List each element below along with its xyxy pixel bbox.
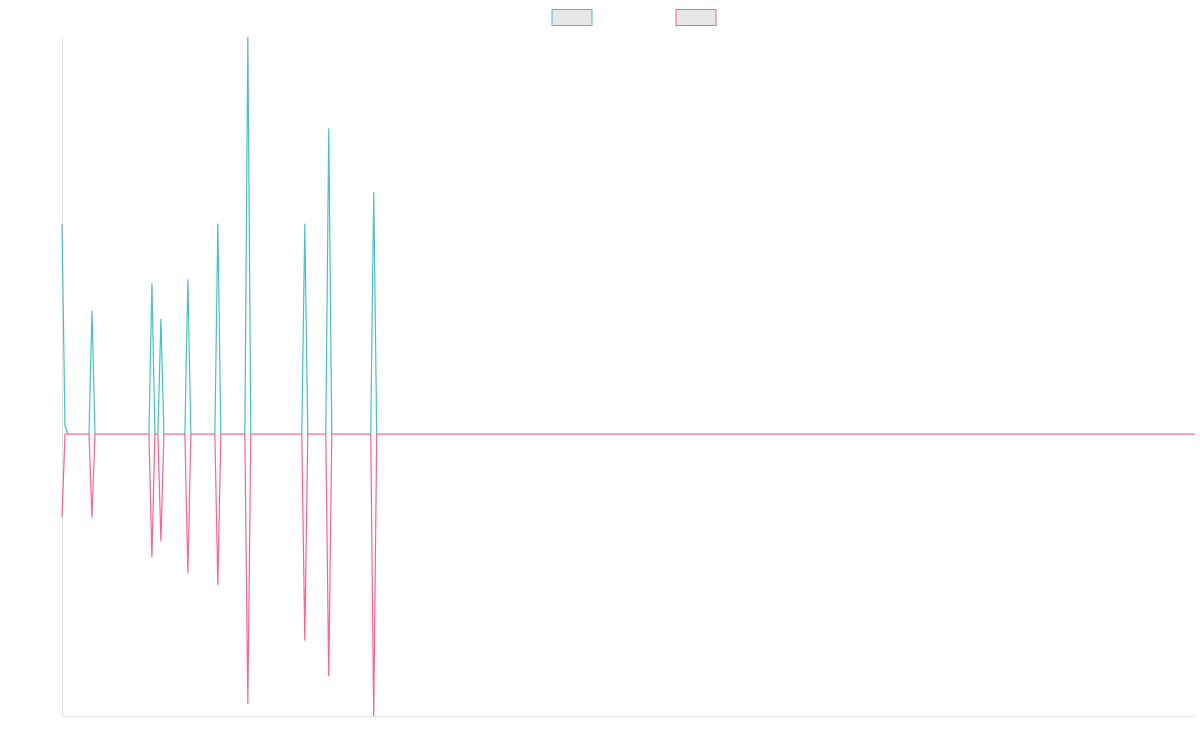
- legend-swatch[interactable]: [551, 9, 593, 26]
- series-line: [61, 433, 1195, 717]
- legend-swatch[interactable]: [675, 9, 717, 26]
- series-line: [61, 36, 1195, 435]
